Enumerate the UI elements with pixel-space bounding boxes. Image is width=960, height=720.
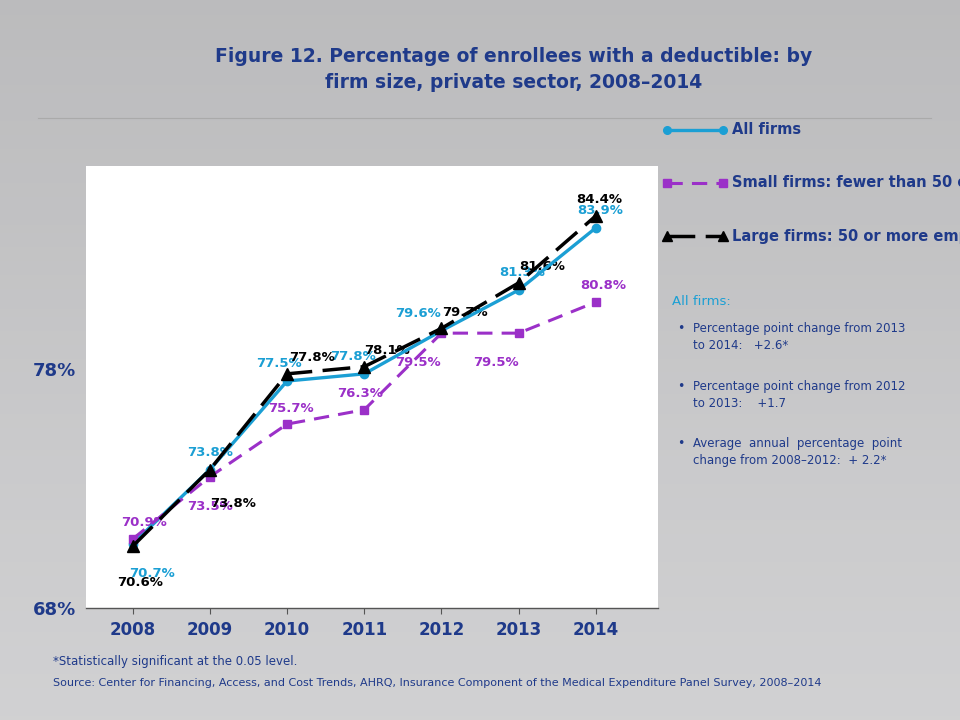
Text: 81.3%: 81.3% — [499, 266, 545, 279]
Text: All firms: All firms — [732, 122, 802, 137]
Text: 73.8%: 73.8% — [210, 498, 256, 510]
Text: 70.7%: 70.7% — [129, 567, 175, 580]
Text: Source: Center for Financing, Access, and Cost Trends, AHRQ, Insurance Component: Source: Center for Financing, Access, an… — [53, 678, 822, 688]
Text: Percentage point change from 2013
to 2014:   +2.6*: Percentage point change from 2013 to 201… — [693, 322, 905, 352]
Text: Average  annual  percentage  point
change from 2008–2012:  + 2.2*: Average annual percentage point change f… — [693, 437, 902, 467]
Text: 73.5%: 73.5% — [187, 500, 232, 513]
Text: All firms:: All firms: — [672, 294, 731, 307]
Text: Figure 12. Percentage of enrollees with a deductible: by
firm size, private sect: Figure 12. Percentage of enrollees with … — [215, 47, 812, 92]
Text: 73.8%: 73.8% — [187, 446, 233, 459]
Text: 77.5%: 77.5% — [256, 357, 302, 370]
Text: Percentage point change from 2012
to 2013:    +1.7: Percentage point change from 2012 to 201… — [693, 379, 905, 410]
Text: 84.4%: 84.4% — [577, 193, 623, 207]
Text: 78.1%: 78.1% — [365, 344, 410, 357]
Text: 77.8%: 77.8% — [289, 351, 335, 364]
Text: 70.6%: 70.6% — [117, 576, 163, 589]
Text: •: • — [677, 322, 684, 335]
Text: 75.7%: 75.7% — [268, 402, 314, 415]
Text: Small firms: fewer than 50 employees: Small firms: fewer than 50 employees — [732, 176, 960, 190]
Text: 79.7%: 79.7% — [442, 306, 488, 319]
Text: 79.5%: 79.5% — [396, 356, 442, 369]
Text: 70.9%: 70.9% — [121, 516, 167, 529]
Text: *Statistically significant at the 0.05 level.: *Statistically significant at the 0.05 l… — [53, 655, 298, 668]
Text: •: • — [677, 379, 684, 392]
Text: 81.6%: 81.6% — [518, 261, 564, 274]
Text: Large firms: 50 or more employees: Large firms: 50 or more employees — [732, 229, 960, 243]
Text: 76.3%: 76.3% — [338, 387, 383, 400]
Text: 77.8%: 77.8% — [330, 350, 375, 363]
Text: 79.6%: 79.6% — [396, 307, 442, 320]
Text: 83.9%: 83.9% — [577, 204, 623, 217]
Text: 79.5%: 79.5% — [472, 356, 518, 369]
Text: •: • — [677, 437, 684, 450]
Text: 80.8%: 80.8% — [581, 279, 627, 292]
